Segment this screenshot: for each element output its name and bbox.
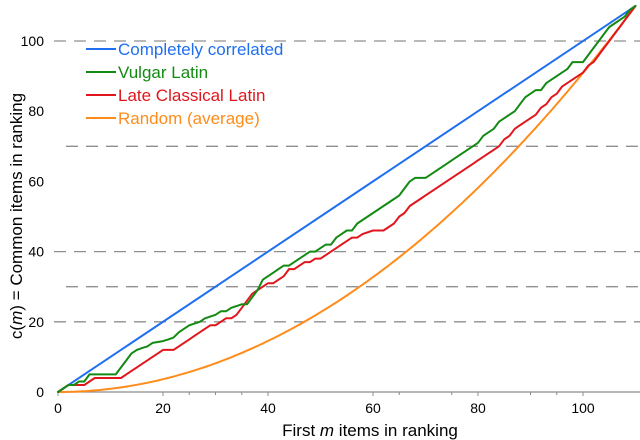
data-series xyxy=(57,4,637,393)
y-tick-label: 0 xyxy=(36,384,44,400)
x-tick-label: 100 xyxy=(571,400,595,416)
series-random-average xyxy=(57,4,637,393)
x-tick-label: 40 xyxy=(260,400,276,416)
x-tick-label: 0 xyxy=(54,400,62,416)
legend: Completely correlated Vulgar Latin Late Cl… xyxy=(86,40,283,128)
gridlines xyxy=(54,40,640,323)
x-tick-label: 60 xyxy=(365,400,381,416)
y-axis-ticks: 0 20 40 60 80 100 xyxy=(21,33,45,400)
y-axis-title: c(m) = Common items in ranking xyxy=(7,93,26,339)
series-vulgar-latin xyxy=(57,4,637,393)
legend-label: Random (average) xyxy=(118,109,260,128)
legend-label: Vulgar Latin xyxy=(118,63,208,82)
y-tick-label: 40 xyxy=(28,244,44,260)
x-axis-ticks: 0 20 40 60 80 100 xyxy=(54,392,595,416)
y-tick-label: 60 xyxy=(28,173,44,189)
x-tick-label: 80 xyxy=(470,400,486,416)
series-completely-correlated xyxy=(57,4,637,393)
x-axis-title: First m items in ranking xyxy=(282,421,458,440)
y-tick-label: 80 xyxy=(28,103,44,119)
legend-label: Completely correlated xyxy=(118,40,283,59)
y-tick-label: 100 xyxy=(21,33,45,49)
x-tick-label: 20 xyxy=(155,400,171,416)
y-tick-label: 20 xyxy=(28,314,44,330)
legend-label: Late Classical Latin xyxy=(118,86,265,105)
series-late-classical-latin xyxy=(57,4,637,393)
